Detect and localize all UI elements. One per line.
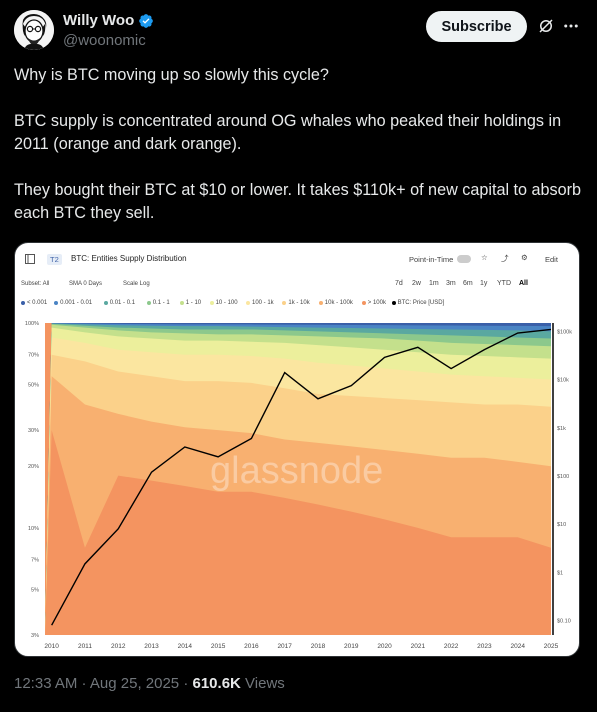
range-button-ytd[interactable]: YTD	[497, 280, 511, 287]
chart-image[interactable]: T2 BTC: Entities Supply Distribution Poi…	[14, 242, 580, 657]
avatar[interactable]	[14, 10, 54, 50]
post-text: Why is BTC moving up so slowly this cycl…	[14, 64, 584, 248]
post-time[interactable]: 12:33 AM	[14, 675, 78, 692]
y-left-tick-label: 7%	[31, 558, 39, 564]
y-left-tick-label: 50%	[28, 383, 39, 389]
x-tick-label: 2010	[44, 643, 59, 650]
post-paragraph: BTC supply is concentrated around OG wha…	[14, 112, 566, 153]
sidebar-icon[interactable]	[25, 254, 35, 264]
chart-edit-button[interactable]: Edit	[545, 255, 558, 264]
meta-separator: ·	[77, 675, 90, 692]
post-date[interactable]: Aug 25, 2025	[89, 675, 180, 692]
legend-item[interactable]: 0.001 - 0.01	[54, 300, 92, 306]
y-right-tick-label: $1	[557, 570, 563, 576]
settings-icon[interactable]: ⚙	[521, 253, 528, 262]
range-button-all[interactable]: All	[519, 280, 528, 287]
range-button-6m[interactable]: 6m	[463, 280, 473, 287]
y-left-tick-label: 5%	[31, 588, 39, 594]
chart-title: BTC: Entities Supply Distribution	[71, 254, 187, 263]
legend-item[interactable]: 100 - 1k	[246, 300, 274, 306]
point-in-time-label: Point-in-Time	[409, 255, 454, 264]
grok-icon[interactable]	[537, 17, 555, 35]
x-tick-label: 2025	[544, 643, 559, 650]
x-tick-label: 2022	[444, 643, 459, 650]
y-right-tick-label: $1k	[557, 426, 566, 432]
x-tick-label: 2023	[477, 643, 492, 650]
x-tick-label: 2015	[211, 643, 226, 650]
author-name-row: Willy Woo	[63, 12, 154, 29]
supply-band	[45, 430, 551, 635]
x-tick-label: 2017	[277, 643, 292, 650]
legend-item[interactable]: 0.01 - 0.1	[103, 300, 135, 306]
x-tick-label: 2020	[377, 643, 392, 650]
sma-dropdown[interactable]: SMA 0 Days	[69, 281, 103, 287]
chart-header: T2 BTC: Entities Supply Distribution Poi…	[15, 243, 579, 275]
x-tick-label: 2011	[78, 643, 92, 650]
y-right-tick-label: $100k	[557, 329, 572, 335]
range-button-7d[interactable]: 7d	[395, 280, 403, 287]
x-tick-label: 2024	[510, 643, 525, 650]
views-count: 610.6K	[192, 675, 241, 692]
x-tick-label: 2019	[344, 643, 359, 650]
legend-item[interactable]: 1k - 10k	[282, 300, 310, 306]
chart-plot: glassnode 2010 2011 2012 2013 2014 2015 2016 201…	[25, 321, 572, 650]
x-tick-label: 2014	[178, 643, 193, 650]
price-line	[51, 328, 552, 626]
y-left-tick-label: 70%	[28, 353, 39, 359]
range-button-1y[interactable]: 1y	[480, 280, 488, 287]
views-label: Views	[240, 675, 285, 692]
legend-item[interactable]: 10k - 100k	[318, 300, 353, 306]
legend-item[interactable]: BTC: Price [USD]	[391, 300, 444, 306]
author-name[interactable]: Willy Woo	[63, 12, 135, 29]
y-left-tick-label: 10%	[28, 526, 39, 532]
more-icon[interactable]	[562, 17, 580, 35]
y-right-tick-label: $100	[557, 474, 569, 480]
x-tick-label: 2012	[111, 643, 126, 650]
watermark: glassnode	[210, 450, 383, 492]
y-left-tick-label: 100%	[25, 321, 39, 327]
y-right-tick-label: $10k	[557, 378, 569, 384]
scale-dropdown[interactable]: Scale Log	[123, 281, 150, 287]
range-button-3m[interactable]: 3m	[446, 280, 456, 287]
author-handle[interactable]: @woonomic	[63, 32, 146, 49]
legend-item[interactable]: < 0.001	[21, 300, 47, 306]
point-in-time-toggle[interactable]	[457, 255, 471, 263]
y-left-tick-label: 20%	[28, 464, 39, 470]
x-tick-label: 2016	[244, 643, 259, 650]
x-tick-label: 2021	[411, 643, 426, 650]
tier-badge: T2	[47, 254, 62, 265]
y-right-tick-label: $10	[557, 522, 566, 528]
share-icon[interactable]: ⤴	[501, 254, 509, 263]
y-right-tick-label: $0.10	[557, 618, 571, 624]
range-button-2w[interactable]: 2w	[412, 280, 421, 287]
meta-separator: ·	[179, 675, 193, 692]
y-left-tick-label: 3%	[31, 633, 39, 639]
subset-dropdown[interactable]: Subset: All	[21, 281, 50, 287]
x-tick-label: 2013	[144, 643, 159, 650]
y-left-tick-label: 30%	[28, 428, 39, 434]
legend-item[interactable]: 0.1 - 1	[146, 300, 170, 306]
range-button-1m[interactable]: 1m	[429, 280, 439, 287]
post-meta: 12:33 AM · Aug 25, 2025 · 610.6K Views	[14, 675, 285, 692]
verified-badge-icon	[139, 13, 154, 28]
subscribe-button[interactable]: Subscribe	[426, 11, 527, 42]
legend-item[interactable]: 10 - 100	[209, 300, 238, 306]
legend-item[interactable]: > 100k	[361, 300, 386, 306]
post-paragraph: They bought their BTC at $10 or lower. I…	[14, 181, 586, 222]
post-paragraph: Why is BTC moving up so slowly this cycl…	[14, 66, 329, 84]
x-tick-label: 2018	[311, 643, 326, 650]
legend-item[interactable]: 1 - 10	[179, 300, 201, 306]
star-icon[interactable]: ☆	[481, 253, 488, 262]
